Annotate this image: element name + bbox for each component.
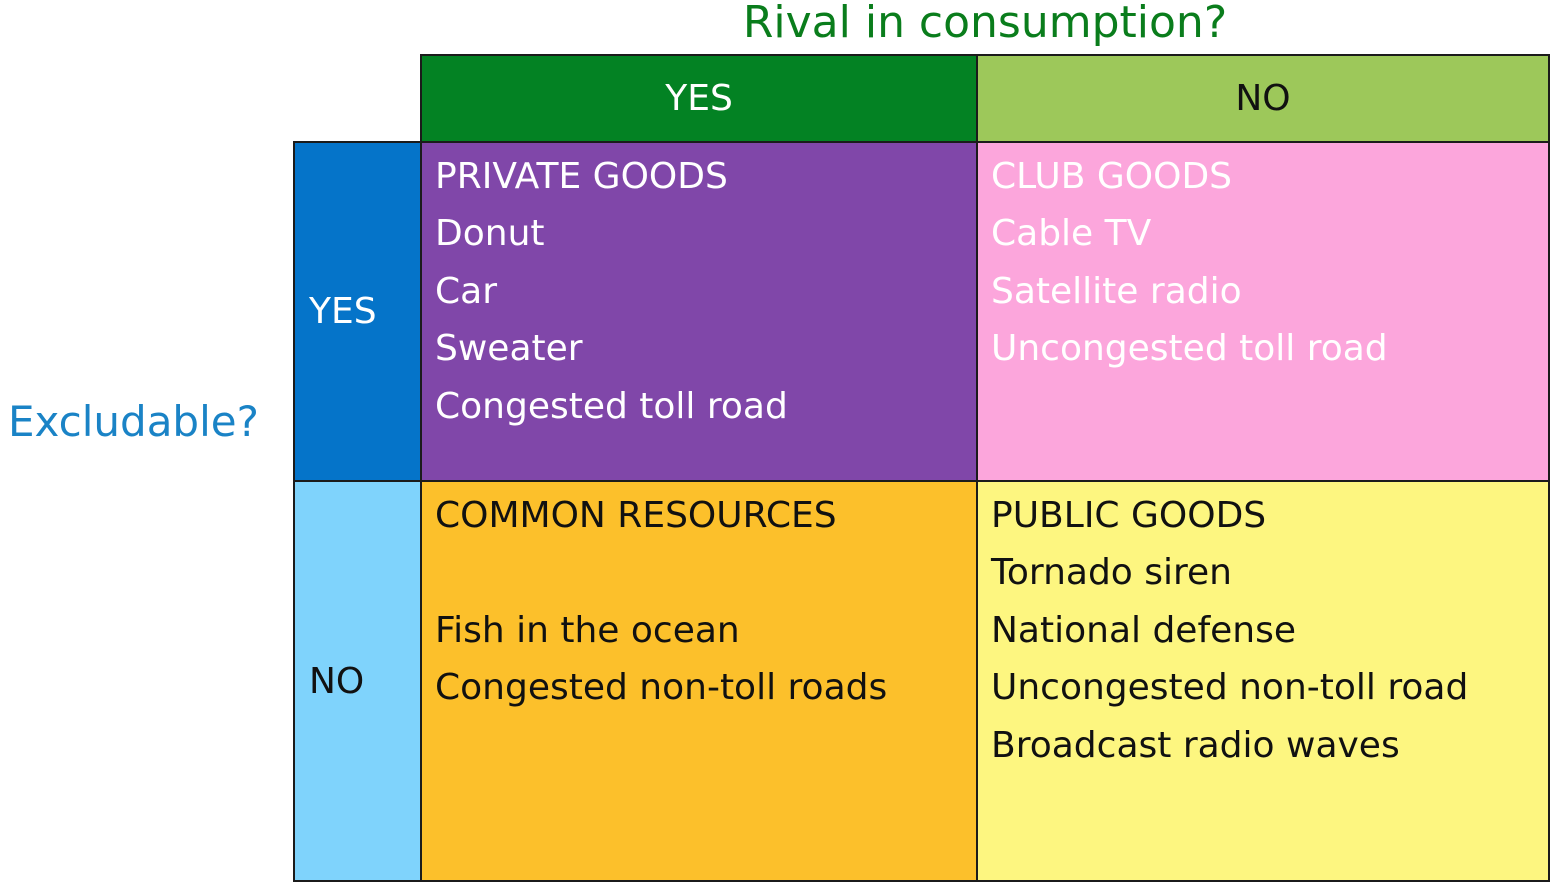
quadrant-item: Sweater xyxy=(435,328,583,370)
row-header-no: NO xyxy=(293,480,422,882)
quadrant-item: Satellite radio xyxy=(991,270,1242,312)
quadrant-item: Congested toll road xyxy=(435,385,788,427)
quadrant-item: Broadcast radio waves xyxy=(991,724,1400,766)
quadrant-public-goods: PUBLIC GOODS Tornado siren National defe… xyxy=(976,480,1550,882)
quadrant-item: Tornado siren xyxy=(991,552,1232,594)
quadrant-item: Donut xyxy=(435,213,545,255)
quadrant-item: National defense xyxy=(991,609,1296,651)
quadrant-item: Cable TV xyxy=(991,213,1152,255)
quadrant-item: Fish in the ocean xyxy=(435,609,740,651)
column-axis-title: Rival in consumption? xyxy=(742,0,1228,48)
quadrant-club-goods: CLUB GOODS Cable TV Satellite radio Unco… xyxy=(976,141,1550,482)
quadrant-title: COMMON RESOURCES xyxy=(435,495,837,536)
column-header-no: NO xyxy=(976,54,1550,143)
quadrant-title: PUBLIC GOODS xyxy=(991,495,1267,536)
quadrant-spacer xyxy=(435,544,976,601)
quadrant-common-resources: COMMON RESOURCES Fish in the ocean Conge… xyxy=(420,480,978,882)
row-axis-title: Excludable? xyxy=(8,397,259,446)
quadrant-item: Uncongested toll road xyxy=(991,328,1388,370)
quadrant-item: Uncongested non-toll road xyxy=(991,667,1469,709)
quadrant-title: PRIVATE GOODS xyxy=(435,156,728,197)
quadrant-private-goods: PRIVATE GOODS Donut Car Sweater Congeste… xyxy=(420,141,978,482)
quadrant-item: Congested non-toll roads xyxy=(435,667,888,709)
row-header-yes: YES xyxy=(293,141,422,482)
quadrant-title: CLUB GOODS xyxy=(991,156,1233,197)
quadrant-item: Car xyxy=(435,270,497,312)
column-header-yes: YES xyxy=(420,54,978,143)
